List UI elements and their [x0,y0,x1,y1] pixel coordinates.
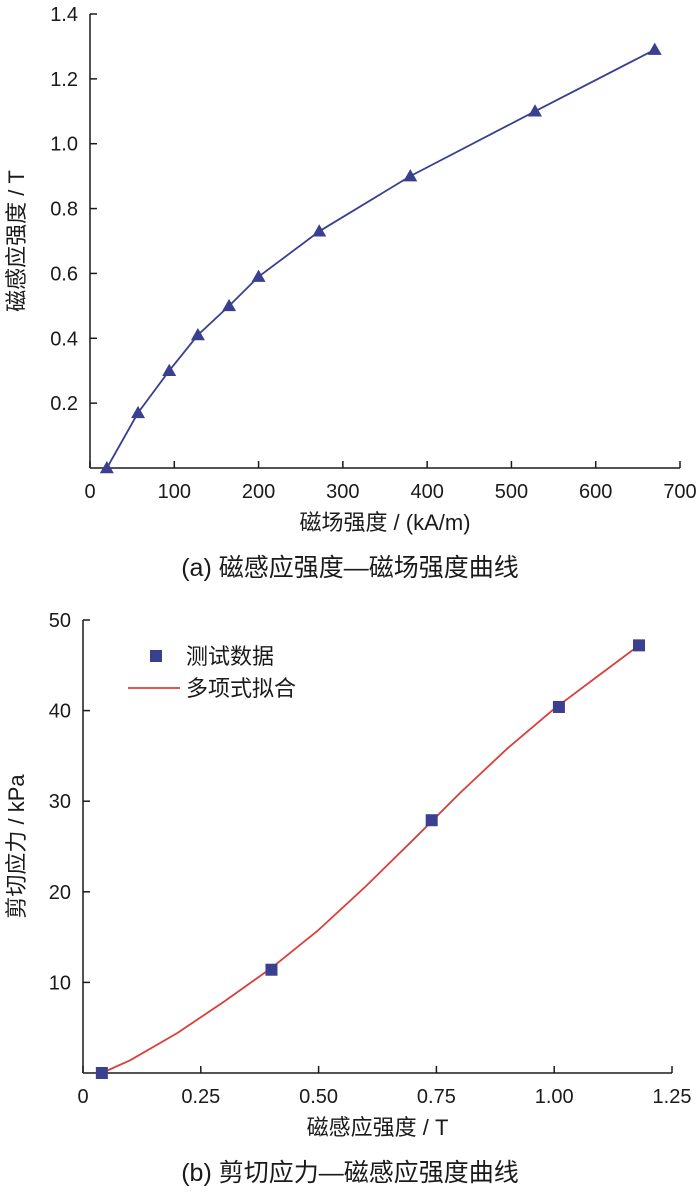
chart-a-x-tick-label: 0 [84,481,95,503]
chart-b-x-tick-label: 1.00 [535,1086,574,1108]
chart-a-point [647,42,662,55]
chart-a-x-tick-label: 600 [579,481,612,503]
chart-a-y-tick-label: 0.4 [50,328,78,350]
chart-a-y-tick-label: 1.0 [50,134,78,156]
chart-a-x-tick-label: 200 [242,481,275,503]
chart-b-x-tick-label: 0 [77,1086,88,1108]
chart-a-y-tick-label: 0.2 [50,393,78,415]
chart-b-point [552,700,565,713]
chart-a-y-tick-label: 1.2 [50,69,78,91]
chart-a-x-tick-label: 400 [410,481,443,503]
chart-b-y-tick-label: 40 [49,701,71,723]
chart-a-point [222,298,237,312]
chart-a-y-axis-label: 磁感应强度 / T [4,170,29,312]
chart-a-point [190,328,205,341]
chart-a-y-tick-label: 0.6 [50,263,78,285]
chart-a-caption: (a) 磁感应强度—磁场强度曲线 [181,554,519,582]
chart-b-point [425,814,438,827]
chart-a-point [162,363,177,376]
chart-b-point [95,1067,108,1079]
chart-a-x-tick-label: 500 [495,481,528,503]
chart-b-y-axis-label: 剪切应力 / kPa [4,774,29,919]
chart-b-legend-label-points: 测试数据 [186,644,274,669]
chart-b-x-tick-label: 1.25 [653,1086,692,1108]
chart-b-y-tick-label: 20 [49,882,71,904]
chart-a-x-axis-label: 磁场强度 / (kA/m) [299,510,470,535]
chart-a: 0 100 200 300 400 500 600 700 0.2 0.4 0.6 0.8 1.0 1.2… [4,4,697,582]
chart-a-x-tick-label: 700 [663,481,696,503]
chart-b-x-tick-label: 0.75 [417,1086,456,1108]
chart-a-point [131,405,146,419]
chart-a-point [251,269,266,282]
chart-b-caption: (b) 剪切应力—磁感应强度曲线 [181,1159,519,1187]
chart-a-point [312,224,327,237]
chart-b-x-axis-label: 磁感应强度 / T [307,1115,449,1140]
chart-b-legend-marker-points [150,650,162,662]
chart-b-y-tick-label: 10 [49,972,71,994]
chart-b: 0 0.25 0.50 0.75 1.00 1.25 10 20 30 40 50 磁感应强度 / T… [4,610,691,1187]
chart-b-x-tick-label: 0.25 [181,1086,220,1108]
chart-b-point [265,963,278,976]
chart-b-legend-label-fit: 多项式拟合 [186,676,296,701]
chart-a-y-tick-label: 1.4 [50,4,78,26]
chart-b-point [633,639,646,652]
chart-a-point [403,169,418,182]
chart-a-y-tick-label: 0.8 [50,199,78,221]
chart-a-x-tick-label: 100 [158,481,191,503]
chart-a-series-line [106,48,656,469]
chart-b-y-tick-label: 30 [49,791,71,813]
chart-b-y-tick-label: 50 [49,610,71,632]
chart-a-x-tick-label: 300 [326,481,359,503]
chart-a-point [528,104,543,117]
chart-b-x-tick-label: 0.50 [299,1086,338,1108]
chart-a-point [99,461,114,474]
